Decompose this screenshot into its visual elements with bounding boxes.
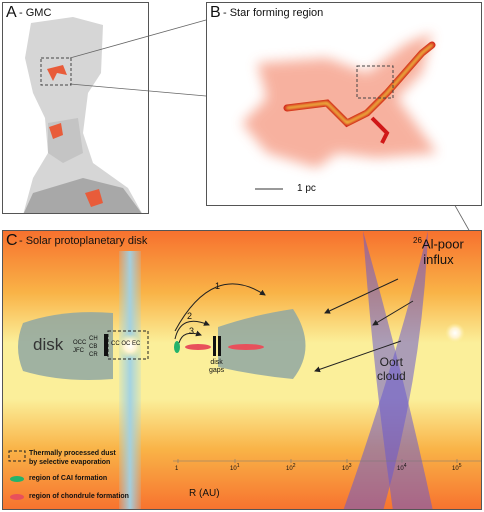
panel-a-title: - GMC	[19, 7, 52, 19]
gmc-illustration	[23, 17, 142, 213]
legend-chondrule: region of chondrule formation	[29, 493, 129, 500]
legend-dust-line1: Thermally processed dust	[29, 450, 116, 457]
al-superscript: 26	[413, 236, 422, 245]
arrow-label-2: 2	[187, 311, 193, 321]
panel-c-letter: C	[6, 232, 18, 249]
legend-cai-symbol	[10, 476, 24, 482]
gas-cloud	[242, 33, 437, 168]
tick-2-exp: 2	[292, 463, 296, 469]
tick-2-base: 10	[286, 466, 293, 472]
label-occ: OCC	[73, 340, 87, 346]
tick-3-exp: 3	[348, 463, 352, 469]
zoom-box	[356, 65, 394, 99]
label-jfc: JFC	[73, 348, 84, 354]
cai-region	[174, 341, 180, 353]
labels-col1: OCC JFC	[73, 339, 86, 355]
tick-5-base: 10	[452, 466, 459, 472]
oort-label: Oort cloud	[377, 355, 406, 383]
label-cc: CC	[111, 341, 120, 347]
scale-label: 1 pc	[297, 183, 316, 194]
labels-col2: CH CB CR	[89, 335, 98, 359]
panel-b-title: - Star forming region	[223, 7, 324, 19]
tick-0-base: 1	[175, 466, 179, 472]
label-ch: CH	[89, 336, 98, 342]
legend-dust-symbol	[8, 450, 26, 462]
sun	[118, 334, 142, 358]
chondrule-region-2	[228, 344, 264, 350]
tick-3-base: 10	[342, 466, 349, 472]
cloud-shape	[23, 17, 142, 213]
right-disk	[218, 309, 306, 379]
star-forming-illustration	[242, 33, 437, 190]
axis-label: R (AU)	[189, 488, 220, 499]
labels-col3: CC OC EC	[111, 341, 140, 347]
al-influx-label: 26Al-poor influx	[413, 233, 464, 268]
influx-arrow-3	[314, 340, 402, 373]
label-cb: CB	[89, 344, 98, 350]
panel-a-gmc: A - GMC	[2, 2, 149, 214]
zoom-box	[40, 57, 72, 86]
tick-label-4: 104	[397, 463, 406, 472]
disk-gaps-label: disk gaps	[209, 359, 224, 375]
panel-c-title: - Solar protoplanetary disk	[19, 235, 148, 247]
red-clumps	[47, 65, 103, 207]
filament-core	[285, 43, 434, 125]
oort-band-2	[343, 231, 428, 509]
left-disk	[18, 312, 113, 380]
panel-b-letter: B	[210, 4, 221, 21]
al-line2: influx	[423, 252, 454, 268]
tick-4-exp: 4	[403, 463, 407, 469]
label-cr: CR	[89, 352, 98, 358]
influx-arrow-2	[372, 300, 414, 326]
al-line1: Al-poor	[421, 236, 464, 252]
oort-line1: Oort	[379, 355, 404, 369]
arrow-2	[174, 320, 210, 340]
disk-illustration	[3, 231, 481, 509]
tick-4-base: 10	[397, 466, 404, 472]
oort-line2: cloud	[377, 369, 406, 383]
tick-label-2: 102	[286, 463, 295, 472]
disk-label: disk	[33, 335, 64, 354]
tick-5-exp: 5	[458, 463, 462, 469]
filament-branch	[370, 116, 390, 144]
tick-label-3: 103	[342, 463, 351, 472]
chondrule-region-1	[185, 344, 211, 350]
gap-left	[104, 334, 108, 356]
panel-b-star-forming-region: B - Star forming region 1 pc	[206, 2, 482, 206]
jet	[119, 251, 141, 509]
gap-right-2	[218, 336, 221, 356]
tick-label-0: 1	[175, 463, 178, 472]
tick-1-base: 10	[230, 466, 237, 472]
tick-label-5: 105	[452, 463, 461, 472]
arrow-3	[178, 330, 202, 344]
label-oc: OC	[121, 341, 131, 347]
r-axis-ticks	[177, 459, 458, 463]
tick-1-exp: 1	[236, 463, 240, 469]
panel-c-protoplanetary-disk: C - Solar protoplanetary disk disk OCC J…	[2, 230, 482, 510]
legend-cai: region of CAI formation	[29, 475, 108, 482]
influx-arrow-1	[324, 278, 399, 314]
arrow-label-3: 3	[189, 326, 195, 336]
arrow-1	[174, 283, 266, 332]
arrow-label-1: 1	[215, 281, 221, 291]
panel-a-letter: A	[6, 4, 17, 21]
legend-chondrule-symbol	[10, 494, 24, 500]
legend-dust: Thermally processed dust by selective ev…	[29, 449, 116, 467]
gap-right-1	[213, 336, 216, 356]
label-ec: EC	[132, 341, 141, 347]
legend-dust-line2: by selective evaporation	[29, 459, 111, 466]
disk-gaps-line2: gaps	[209, 367, 225, 374]
cloud-base	[23, 178, 142, 213]
tick-label-1: 101	[230, 463, 239, 472]
disk-gaps-line1: disk	[210, 359, 223, 366]
distant-star	[445, 323, 465, 343]
